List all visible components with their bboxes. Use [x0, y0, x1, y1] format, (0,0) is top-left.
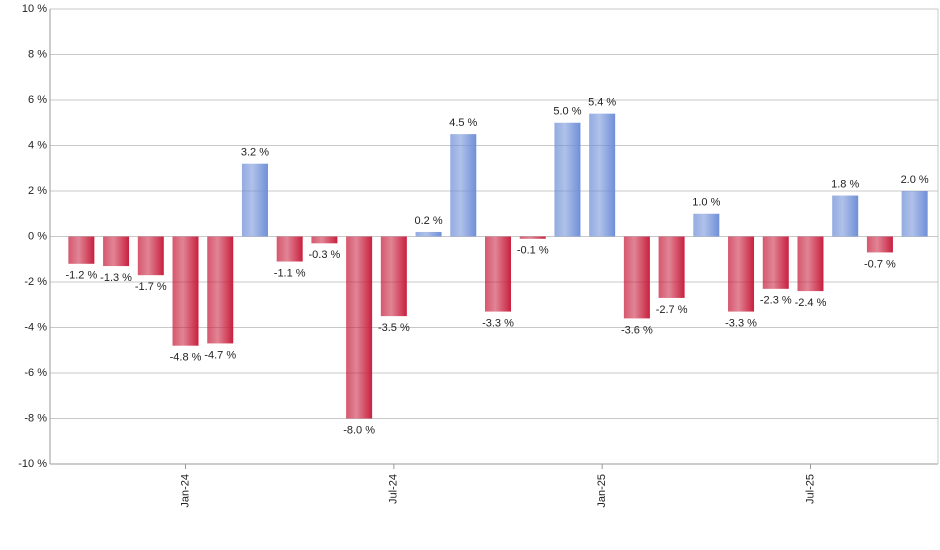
bar: [241, 163, 268, 237]
value-label: 3.2 %: [241, 147, 269, 159]
x-tick-label: Jul-25: [804, 474, 816, 504]
bar: [380, 236, 407, 317]
bar: [797, 236, 824, 292]
value-label: -1.2 %: [65, 270, 97, 282]
bar: [311, 236, 338, 244]
value-label: -0.1 %: [517, 245, 549, 257]
value-label: 1.8 %: [831, 178, 859, 190]
y-tick-label: 10 %: [22, 3, 47, 15]
value-label: -1.7 %: [135, 281, 167, 293]
y-tick-label: -10 %: [18, 458, 47, 470]
y-tick-label: 8 %: [28, 48, 47, 60]
y-tick-label: -6 %: [24, 367, 47, 379]
bar: [68, 236, 95, 264]
bar: [103, 236, 130, 267]
y-tick-label: -2 %: [24, 276, 47, 288]
bar: [519, 236, 546, 239]
y-tick-label: 2 %: [28, 185, 47, 197]
value-label: 2.0 %: [901, 174, 929, 186]
value-label: -2.3 %: [760, 295, 792, 307]
bar: [415, 231, 442, 237]
value-label: -8.0 %: [343, 424, 375, 436]
value-label: -4.8 %: [170, 352, 202, 364]
bar: [207, 236, 234, 344]
value-label: 0.2 %: [414, 215, 442, 227]
value-label: -1.3 %: [100, 272, 132, 284]
bar: [728, 236, 755, 312]
value-label: -0.7 %: [864, 258, 896, 270]
y-tick-label: -8 %: [24, 412, 47, 424]
bar: [450, 134, 477, 237]
bar: [623, 236, 650, 319]
y-tick-label: 6 %: [28, 94, 47, 106]
y-tick-label: -4 %: [24, 321, 47, 333]
bar: [346, 236, 373, 419]
value-label: -3.6 %: [621, 324, 653, 336]
bar: [762, 236, 789, 289]
bar: [554, 122, 581, 237]
y-tick-label: 0 %: [28, 230, 47, 242]
value-label: -2.4 %: [795, 297, 827, 309]
value-label: 5.0 %: [553, 106, 581, 118]
bar: [693, 213, 720, 237]
value-label: -4.7 %: [204, 349, 236, 361]
value-label: -1.1 %: [274, 267, 306, 279]
value-label: -3.5 %: [378, 322, 410, 334]
bar: [901, 191, 928, 237]
bar: [172, 236, 199, 346]
value-label: -3.3 %: [725, 317, 757, 329]
value-label: -2.7 %: [656, 304, 688, 316]
bar: [485, 236, 511, 312]
x-tick-label: Jan-25: [596, 474, 608, 508]
bar: [589, 113, 616, 237]
bar: [832, 195, 859, 237]
bar: [276, 236, 303, 262]
value-label: 5.4 %: [588, 97, 616, 109]
value-label: 4.5 %: [449, 117, 477, 129]
y-tick-label: 4 %: [28, 139, 47, 151]
x-tick-label: Jul-24: [388, 474, 400, 504]
value-label: 1.0 %: [692, 197, 720, 209]
value-label: -3.3 %: [482, 317, 514, 329]
value-label: -0.3 %: [309, 249, 341, 261]
bar: [137, 236, 164, 276]
bar: [658, 236, 685, 298]
x-tick-label: Jan-24: [179, 474, 191, 508]
bar: [866, 236, 893, 253]
